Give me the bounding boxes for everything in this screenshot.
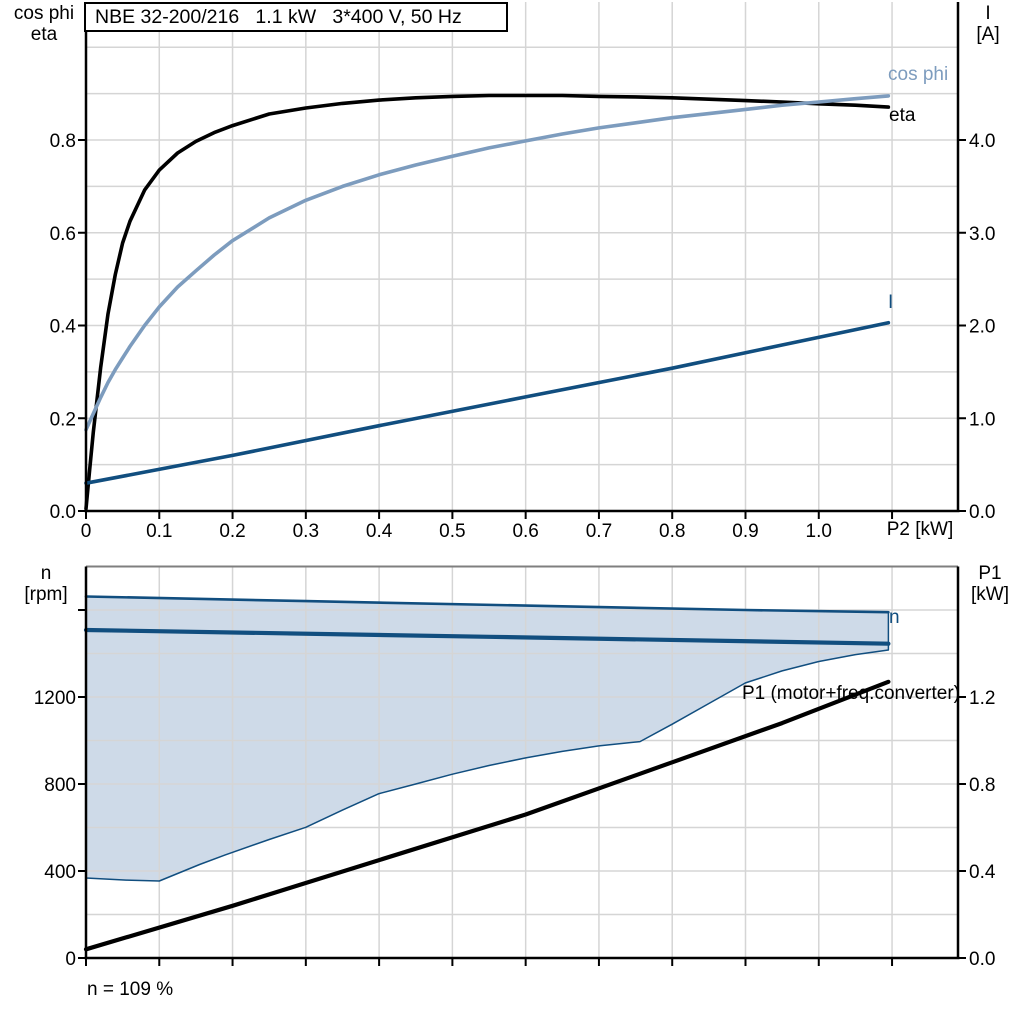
speed-axis-label: n: [40, 563, 52, 584]
svg-text:0.4: 0.4: [969, 862, 996, 883]
svg-text:0.5: 0.5: [439, 521, 465, 542]
speed-percent-annotation: n = 109 %: [87, 979, 174, 1000]
svg-text:1.0: 1.0: [969, 409, 995, 430]
cos-phi-axis-label: cos phi: [13, 3, 75, 24]
current-curve-label: I: [888, 292, 894, 313]
svg-text:0.0: 0.0: [969, 502, 995, 523]
svg-text:0.6: 0.6: [50, 224, 76, 245]
svg-text:400: 400: [44, 862, 76, 883]
svg-text:0.8: 0.8: [50, 131, 76, 152]
cos-phi-curve-label: cos phi: [888, 64, 949, 85]
svg-text:0.0: 0.0: [969, 949, 995, 970]
bottom-right-axis-title: P1 [kW]: [958, 563, 1022, 605]
svg-text:0.6: 0.6: [512, 521, 538, 542]
svg-text:0.8: 0.8: [969, 775, 995, 796]
svg-text:0.7: 0.7: [586, 521, 612, 542]
chart-title-box: NBE 32-200/216 1.1 kW 3*400 V, 50 Hz: [84, 2, 508, 32]
svg-text:0.2: 0.2: [50, 409, 76, 430]
svg-text:0.2: 0.2: [219, 521, 245, 542]
top-right-axis-title: I [A]: [958, 3, 1018, 45]
current-axis-label: I: [985, 3, 991, 24]
top-left-axis-title: cos phi eta: [6, 3, 82, 45]
svg-text:0: 0: [65, 949, 76, 970]
svg-text:0.1: 0.1: [146, 521, 172, 542]
eta-curve-label: eta: [889, 105, 916, 126]
svg-text:3.0: 3.0: [969, 224, 995, 245]
svg-text:4.0: 4.0: [969, 131, 995, 152]
svg-text:800: 800: [44, 775, 76, 796]
ampere-unit-label: [A]: [976, 24, 1000, 45]
bottom-left-axis-title: n [rpm]: [8, 563, 84, 605]
svg-text:1.0: 1.0: [806, 521, 832, 542]
x-axis-label-p2: P2 [kW]: [886, 519, 954, 540]
svg-text:0.3: 0.3: [293, 521, 319, 542]
svg-text:0.4: 0.4: [50, 317, 77, 338]
kw-unit-label: [kW]: [971, 584, 1009, 605]
svg-text:1.2: 1.2: [969, 688, 995, 709]
svg-text:0: 0: [81, 521, 92, 542]
speed-curve-label: n: [889, 607, 900, 628]
p1-axis-label: P1: [978, 563, 1002, 584]
svg-text:0.4: 0.4: [366, 521, 393, 542]
rpm-unit-label: [rpm]: [24, 584, 68, 605]
svg-text:1200: 1200: [34, 688, 76, 709]
eta-axis-label: eta: [30, 24, 58, 45]
svg-text:2.0: 2.0: [969, 317, 995, 338]
p1-curve-label: P1 (motor+freq.converter): [741, 683, 960, 704]
svg-text:0.9: 0.9: [732, 521, 758, 542]
svg-text:0.0: 0.0: [50, 502, 76, 523]
svg-text:0.8: 0.8: [659, 521, 685, 542]
